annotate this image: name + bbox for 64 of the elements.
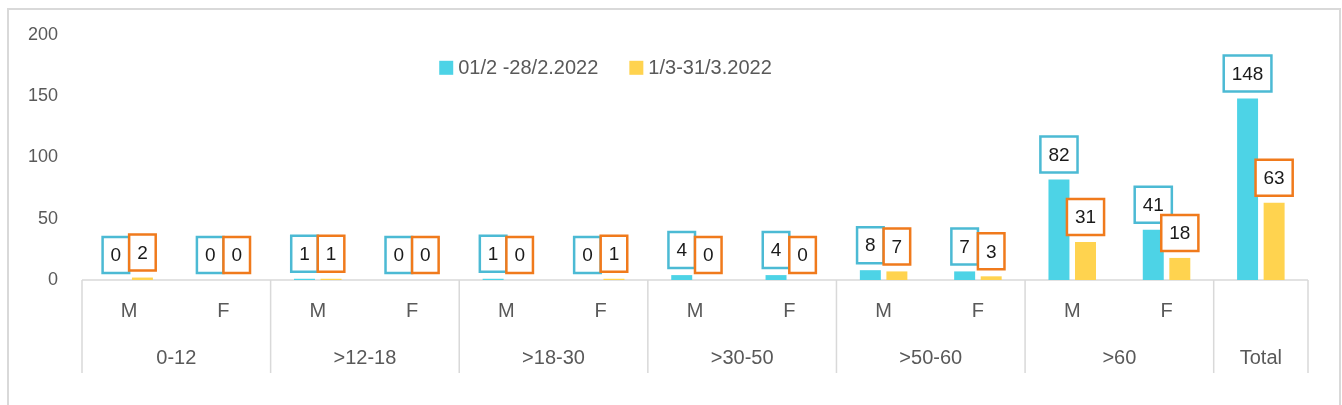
text: 0-12 bbox=[156, 345, 197, 368]
data-label: 0 bbox=[231, 244, 243, 266]
x-tick-label: M bbox=[120, 298, 138, 321]
data-label: 0 bbox=[582, 244, 593, 266]
data-label: 1 bbox=[299, 243, 310, 265]
bar bbox=[886, 271, 908, 280]
text: >60 bbox=[1102, 345, 1137, 368]
y-tick-label: 100 bbox=[27, 146, 58, 167]
x-tick-label: F bbox=[217, 298, 230, 321]
data-label: 0 bbox=[420, 244, 431, 266]
data-label: 0 bbox=[204, 244, 216, 266]
x-tick-label: F bbox=[783, 298, 796, 321]
bar bbox=[765, 275, 787, 280]
data-label: 0 bbox=[393, 244, 405, 266]
legend-label: 1/3-31/3.2022 bbox=[648, 56, 772, 79]
text: >50-60 bbox=[899, 345, 963, 368]
bar bbox=[1075, 241, 1096, 280]
data-label: 1 bbox=[325, 243, 337, 265]
data-label: 63 bbox=[1263, 167, 1285, 188]
x-tick-label: F bbox=[971, 298, 985, 321]
bar bbox=[954, 271, 976, 280]
bar bbox=[1237, 98, 1259, 280]
text: Total bbox=[1239, 345, 1282, 368]
data-label: 82 bbox=[1048, 143, 1070, 165]
data-label: 31 bbox=[1074, 206, 1097, 228]
x-tick-label: F bbox=[1160, 298, 1173, 321]
x-tick-label: M bbox=[875, 298, 892, 321]
text: >30-50 bbox=[710, 345, 774, 368]
data-label: 0 bbox=[514, 244, 525, 266]
legend-label: 01/2 -28/2.2022 bbox=[458, 56, 599, 79]
data-label: 7 bbox=[959, 235, 970, 257]
text: >18-30 bbox=[522, 345, 585, 368]
bar bbox=[1169, 257, 1191, 280]
bar bbox=[1142, 229, 1164, 280]
text: >12-18 bbox=[333, 345, 397, 368]
data-label: 8 bbox=[865, 234, 876, 256]
y-tick-label: 0 bbox=[47, 268, 58, 289]
x-tick-label: F bbox=[405, 298, 419, 321]
bar bbox=[1263, 202, 1285, 280]
data-label: 148 bbox=[1231, 62, 1264, 84]
data-label: 3 bbox=[985, 240, 997, 262]
bar bbox=[859, 270, 881, 280]
data-label: 0 bbox=[702, 244, 714, 266]
data-label: 0 bbox=[110, 244, 122, 266]
x-tick-label: M bbox=[686, 298, 704, 321]
data-label: 0 bbox=[797, 244, 808, 266]
y-tick-label: 200 bbox=[27, 23, 58, 44]
data-label: 41 bbox=[1142, 193, 1164, 215]
data-label: 1 bbox=[487, 243, 499, 265]
x-tick-label: M bbox=[498, 298, 515, 321]
x-tick-label: M bbox=[1063, 298, 1081, 321]
bar bbox=[671, 275, 693, 280]
bar bbox=[980, 276, 1002, 280]
y-tick-label: 50 bbox=[37, 207, 58, 228]
y-tick-label: 150 bbox=[27, 85, 58, 106]
data-label: 4 bbox=[676, 239, 688, 261]
bar bbox=[1048, 179, 1070, 280]
data-label: 18 bbox=[1169, 222, 1191, 244]
data-label: 1 bbox=[608, 243, 620, 265]
data-label: 2 bbox=[137, 241, 148, 263]
x-tick-label: M bbox=[309, 298, 327, 321]
data-label: 7 bbox=[891, 235, 903, 257]
data-label: 4 bbox=[770, 239, 782, 261]
x-tick-label: F bbox=[594, 298, 607, 321]
